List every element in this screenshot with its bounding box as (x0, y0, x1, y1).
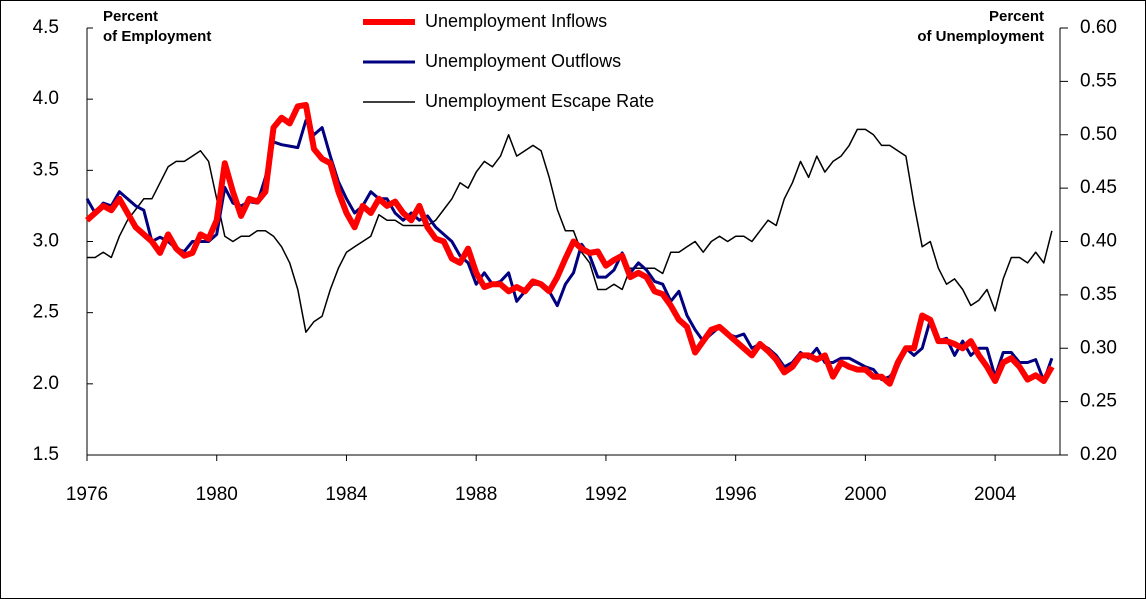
y-tick-label: 2.0 (33, 373, 59, 394)
line-series (85, 101, 1055, 387)
legend-label: Unemployment Outflows (425, 51, 621, 71)
y-tick-label: 3.0 (33, 231, 59, 252)
x-tick-label: 1996 (715, 484, 757, 505)
y2-tick-label: 0.45 (1080, 177, 1117, 198)
y2-tick-label: 0.25 (1080, 391, 1117, 412)
y-tick-label: 4.0 (33, 88, 59, 109)
y2-tick-label: 0.55 (1080, 70, 1117, 91)
x-tick-label: 1980 (196, 484, 238, 505)
y2-tick-label: 0.50 (1080, 124, 1117, 145)
x-tick-label: 1988 (455, 484, 497, 505)
y2-tick-label: 0.35 (1080, 284, 1117, 305)
x-tick-label: 1984 (325, 484, 368, 505)
x-tick-label: 2004 (974, 484, 1017, 505)
y2-tick-label: 0.40 (1080, 231, 1117, 252)
y-tick-label: 4.5 (33, 17, 59, 38)
y-axis-title: of Employment (103, 28, 211, 45)
y-tick-label: 1.5 (33, 444, 59, 465)
line-series (87, 128, 1053, 333)
x-tick-label: 1976 (66, 484, 108, 505)
y-tick-label: 2.5 (33, 302, 59, 323)
x-tick-label: 1992 (585, 484, 627, 505)
y2-tick-label: 0.60 (1080, 17, 1117, 38)
y-tick-label: 3.5 (33, 159, 59, 180)
y2-axis-title: of Unemployment (917, 28, 1044, 45)
x-tick-label: 2000 (844, 484, 886, 505)
legend-label: Unemployment Inflows (425, 11, 607, 31)
y2-axis-title: Percent (989, 8, 1044, 25)
y2-tick-label: 0.30 (1080, 337, 1117, 358)
y2-tick-label: 0.20 (1080, 444, 1117, 465)
legend-label: Unemployment Escape Rate (425, 91, 654, 111)
y-axis-title: Percent (103, 8, 158, 25)
